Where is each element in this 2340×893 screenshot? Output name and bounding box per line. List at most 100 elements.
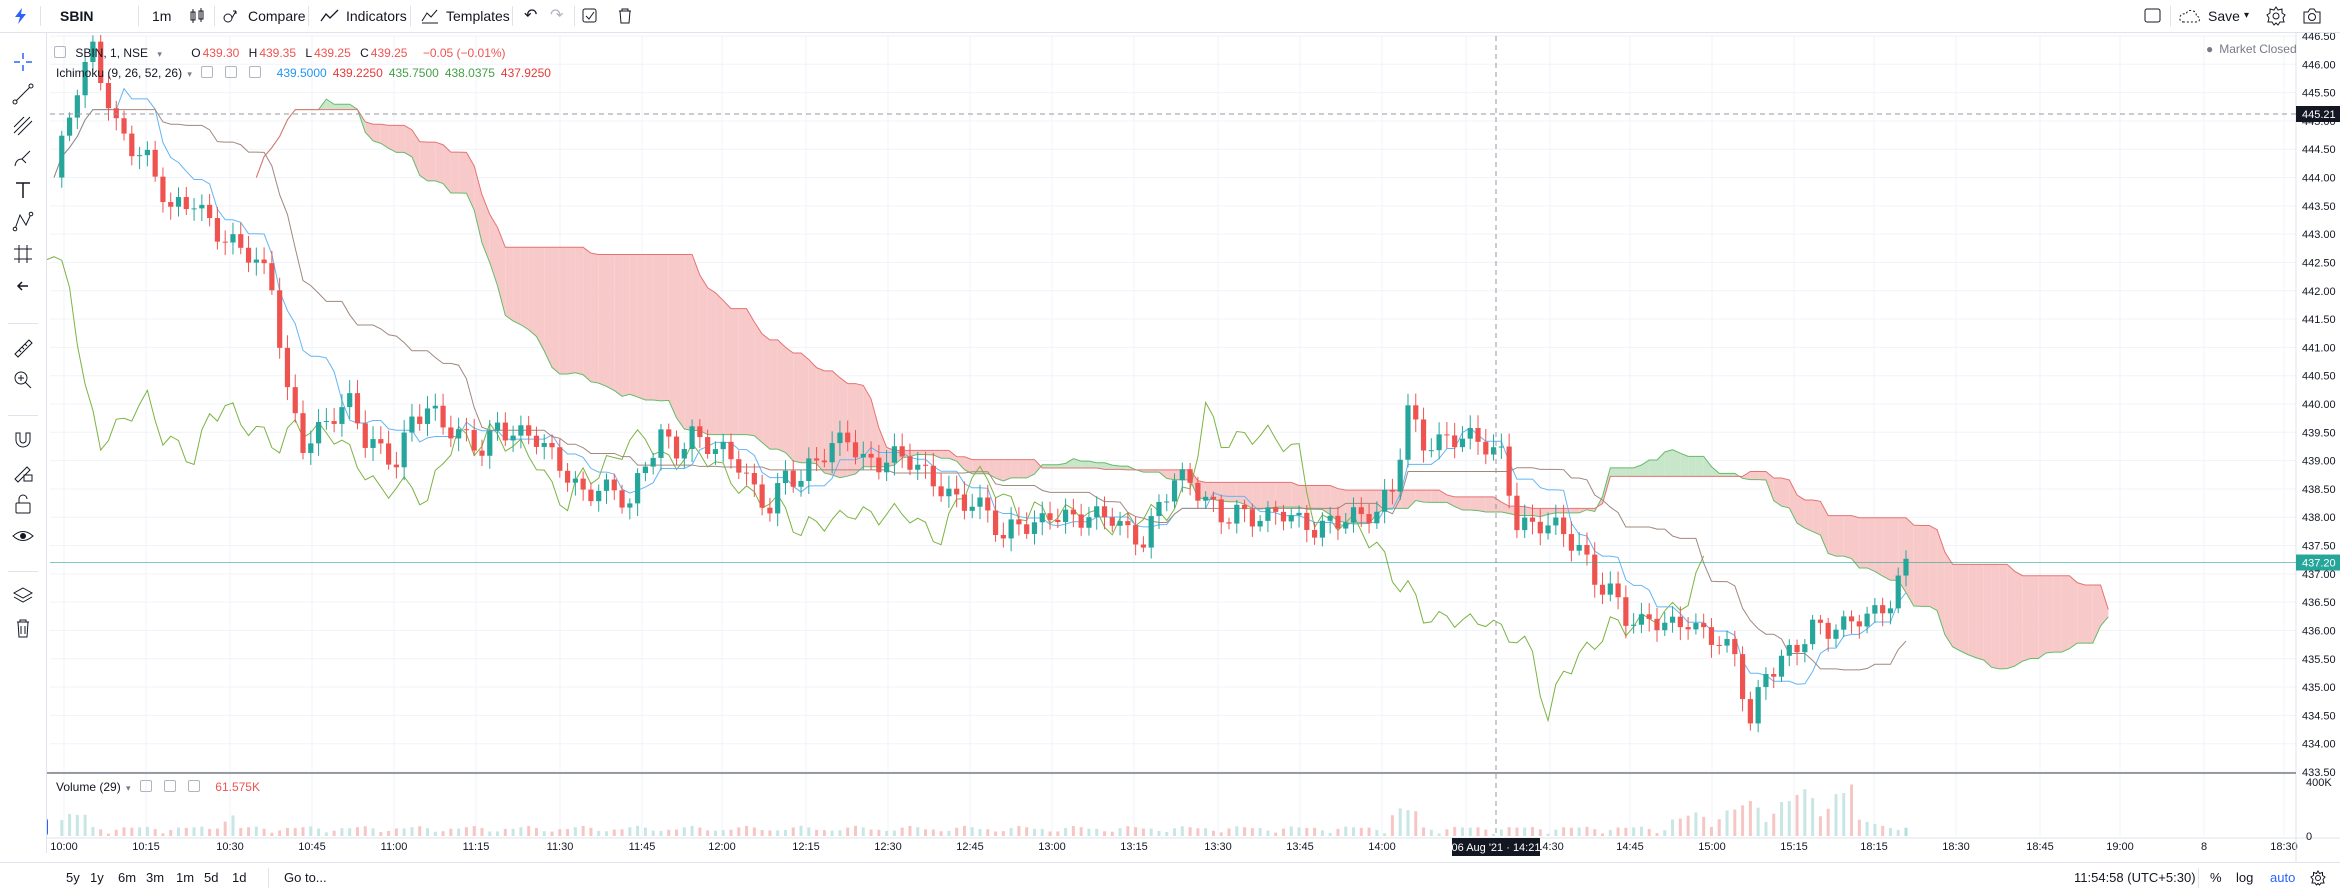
candle-body[interactable] xyxy=(261,259,267,264)
candle-body[interactable] xyxy=(1755,687,1761,724)
candle-body[interactable] xyxy=(1304,512,1310,530)
trend-line-tool-icon[interactable] xyxy=(12,83,34,105)
back-arrow-icon[interactable] xyxy=(12,275,34,297)
range-button-1m[interactable]: 1m xyxy=(176,870,195,885)
indicators-icon[interactable] xyxy=(320,8,340,24)
save-menu-chevron-icon[interactable]: ▾ xyxy=(2244,10,2250,21)
candle-body[interactable] xyxy=(1592,554,1598,585)
legend-symbol[interactable]: SBIN, 1, NSE xyxy=(75,46,149,60)
indicators-button[interactable]: Indicators xyxy=(346,8,407,24)
candle-body[interactable] xyxy=(1810,619,1816,645)
logo-icon[interactable] xyxy=(12,7,30,25)
candle-body[interactable] xyxy=(954,488,960,495)
candle-body[interactable] xyxy=(59,135,65,178)
candle-body[interactable] xyxy=(985,497,991,511)
candle-body[interactable] xyxy=(487,430,493,456)
candle-body[interactable] xyxy=(1164,501,1170,503)
candle-body[interactable] xyxy=(806,458,812,481)
candle-body[interactable] xyxy=(1117,521,1123,526)
pattern-tool-icon[interactable] xyxy=(12,211,34,233)
candle-body[interactable] xyxy=(775,483,781,514)
candle-body[interactable] xyxy=(1763,674,1769,688)
candle-body[interactable] xyxy=(152,149,158,177)
candle-body[interactable] xyxy=(712,449,719,455)
percent-toggle[interactable]: % xyxy=(2210,870,2222,885)
candle-body[interactable] xyxy=(1568,534,1574,551)
candle-body[interactable] xyxy=(1522,517,1528,531)
candle-body[interactable] xyxy=(907,456,913,470)
candle-body[interactable] xyxy=(1887,608,1894,614)
candle-body[interactable] xyxy=(969,506,975,511)
candle-body[interactable] xyxy=(175,197,182,207)
candle-body[interactable] xyxy=(1055,519,1061,523)
ichimoku-menu-chevron-icon[interactable]: ▾ xyxy=(187,69,192,79)
candle-body[interactable] xyxy=(1872,605,1878,614)
candle-body[interactable] xyxy=(541,443,547,447)
candle-body[interactable] xyxy=(666,429,672,437)
compare-icon[interactable] xyxy=(222,7,242,25)
volume-remove-icon[interactable] xyxy=(187,780,206,794)
candle-body[interactable] xyxy=(1078,514,1084,528)
candle-body[interactable] xyxy=(494,422,501,431)
zoom-in-icon[interactable] xyxy=(12,369,34,391)
settings-gear-icon[interactable] xyxy=(2266,6,2286,26)
candle-body[interactable] xyxy=(1327,515,1333,521)
candle-body[interactable] xyxy=(642,466,648,474)
candle-body[interactable] xyxy=(1895,575,1901,609)
candle-body[interactable] xyxy=(1903,558,1909,576)
candle-body[interactable] xyxy=(230,234,236,243)
candle-body[interactable] xyxy=(1335,515,1341,529)
scale-settings-gear-icon[interactable] xyxy=(2310,870,2326,886)
candle-body[interactable] xyxy=(798,480,804,487)
candle-body[interactable] xyxy=(1483,441,1489,455)
candle-body[interactable] xyxy=(1101,506,1108,518)
candle-body[interactable] xyxy=(736,459,742,473)
candle-body[interactable] xyxy=(448,427,454,439)
candle-body[interactable] xyxy=(479,450,485,456)
candle-body[interactable] xyxy=(1794,645,1800,653)
candle-body[interactable] xyxy=(183,197,189,210)
candle-body[interactable] xyxy=(386,443,392,465)
volume-eye-icon[interactable] xyxy=(139,780,158,794)
candle-body[interactable] xyxy=(1195,482,1201,501)
candle-body[interactable] xyxy=(105,83,112,109)
candle-body[interactable] xyxy=(1662,622,1668,631)
candle-body[interactable] xyxy=(1047,513,1053,520)
object-tree-icon[interactable] xyxy=(12,585,34,607)
templates-button[interactable]: Templates xyxy=(446,8,510,24)
candle-body[interactable] xyxy=(1436,434,1442,451)
candle-body[interactable] xyxy=(845,432,851,443)
candle-body[interactable] xyxy=(1234,504,1240,524)
candle-body[interactable] xyxy=(852,442,859,458)
candle-body[interactable] xyxy=(728,441,734,460)
candle-body[interactable] xyxy=(1708,627,1715,645)
candle-body[interactable] xyxy=(1148,516,1154,548)
candle-body[interactable] xyxy=(611,479,617,491)
candle-body[interactable] xyxy=(1607,583,1613,595)
candle-body[interactable] xyxy=(315,421,322,444)
candle-body[interactable] xyxy=(1584,545,1590,555)
candle-body[interactable] xyxy=(1312,529,1318,538)
candle-body[interactable] xyxy=(1685,627,1691,630)
candle-body[interactable] xyxy=(277,290,283,348)
candle-body[interactable] xyxy=(1490,447,1497,455)
volume-title[interactable]: Volume (29) xyxy=(56,780,121,794)
candle-body[interactable] xyxy=(199,204,205,209)
candle-body[interactable] xyxy=(1140,544,1147,548)
candle-body[interactable] xyxy=(1062,509,1069,523)
candle-body[interactable] xyxy=(837,432,843,444)
candle-body[interactable] xyxy=(1319,520,1325,538)
range-button-5d[interactable]: 5d xyxy=(204,870,219,885)
candle-body[interactable] xyxy=(977,497,983,507)
candle-body[interactable] xyxy=(1374,511,1380,524)
volume-settings-icon[interactable] xyxy=(163,780,182,794)
candle-body[interactable] xyxy=(1778,655,1785,677)
candle-body[interactable] xyxy=(1693,623,1699,630)
candle-body[interactable] xyxy=(1545,525,1551,534)
candle-body[interactable] xyxy=(432,405,438,409)
undo-icon[interactable]: ↶ xyxy=(524,7,538,24)
candle-body[interactable] xyxy=(1452,435,1458,448)
candle-body[interactable] xyxy=(1405,405,1411,460)
candle-body[interactable] xyxy=(1226,522,1232,524)
candle-body[interactable] xyxy=(650,457,656,467)
